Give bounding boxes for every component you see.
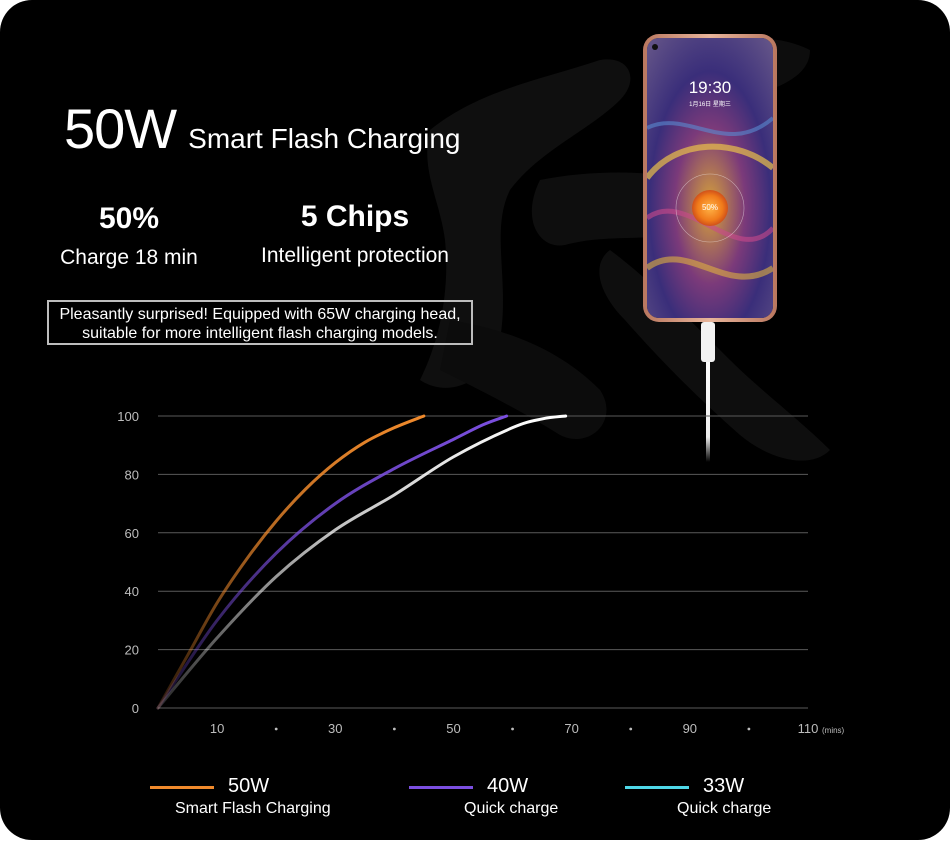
x-tick-label: 70 (564, 721, 578, 736)
notice-line-2: suitable for more intelligent flash char… (82, 325, 438, 342)
stat-label: Intelligent protection (261, 244, 449, 267)
x-tick-dot (747, 727, 751, 731)
stat-value: 50% (98, 202, 160, 235)
x-tick-label: 50 (446, 721, 460, 736)
x-tick-dot (274, 727, 278, 731)
series-line-33w (156, 414, 568, 710)
charger-notice-box: Pleasantly surprised! Equipped with 65W … (47, 300, 473, 345)
legend-swatch-33w (625, 786, 689, 789)
legend-name: 33W (703, 775, 745, 797)
charge-orb (692, 190, 728, 226)
stat-charge-time: 50% Charge 18 min (44, 202, 214, 270)
x-unit-label: (mins) (822, 726, 845, 735)
usb-cable (701, 322, 715, 462)
phone-screen: 19:30 1月16日 星期三 50% (647, 38, 773, 318)
headline-title: Smart Flash Charging (188, 123, 461, 154)
x-tick-label: 90 (683, 721, 697, 736)
y-tick-label: 40 (125, 584, 139, 599)
charging-chart: 0 20 40 60 80 100 10 30 50 70 90 110 (mins) (117, 409, 845, 736)
wallpaper-swirl (647, 38, 773, 318)
x-tick-dot (392, 727, 396, 731)
legend-swatch-40w (409, 786, 473, 789)
y-tick-label: 80 (125, 467, 139, 482)
y-tick-label: 20 (125, 643, 139, 658)
legend-desc: Smart Flash Charging (175, 800, 331, 817)
series-line-40w (156, 414, 509, 710)
phone-date: 1月16日 星期三 (689, 102, 731, 108)
series-line-50w (156, 414, 426, 710)
x-tick-dot (629, 727, 633, 731)
stat-label: Charge 18 min (60, 246, 198, 269)
x-tick-label: 30 (328, 721, 342, 736)
stat-chips: 5 Chips Intelligent protection (240, 200, 470, 268)
notice-line-1: Pleasantly surprised! Equipped with 65W … (59, 306, 461, 323)
y-tick-label: 60 (125, 526, 139, 541)
headline-wattage: 50W (64, 97, 177, 160)
y-tick-label: 0 (132, 701, 139, 716)
legend-desc: Quick charge (464, 800, 559, 817)
legend-name: 40W (487, 775, 529, 797)
phone-image: 19:30 1月16日 星期三 50% (643, 34, 777, 322)
phone-charge-percent: 50% (701, 203, 718, 212)
stat-value: 5 Chips (300, 200, 410, 233)
legend-desc: Quick charge (677, 800, 772, 817)
legend-swatch-50w (150, 786, 214, 789)
x-tick-label: 110 (798, 721, 819, 736)
headline: 50W Smart Flash Charging (64, 96, 461, 161)
phone-clock: 19:30 (688, 78, 732, 97)
y-tick-label: 100 (117, 409, 139, 424)
x-tick-dot (511, 727, 514, 731)
x-tick-label: 10 (210, 721, 224, 736)
legend-name: 50W (228, 775, 270, 797)
